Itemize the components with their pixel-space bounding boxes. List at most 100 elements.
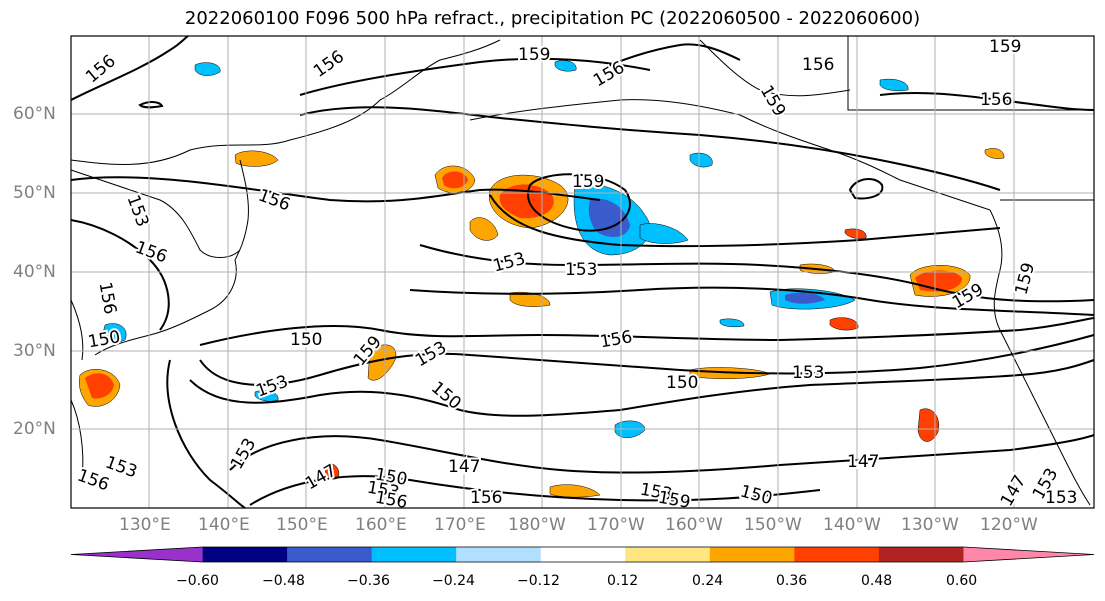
colorbar-segment [456,547,542,562]
colorbar-tick-label: −0.60 [176,573,219,589]
coastline [234,159,249,261]
contour-label: 153 [565,260,597,280]
precip-patch [917,408,940,442]
lon-label: 180°W [508,515,566,535]
contour-line [527,173,631,232]
lat-label: 30°N [13,341,56,361]
map-title: 2022060100 F096 500 hPa refract., precip… [184,8,921,29]
contour-line [299,106,1001,191]
contour-label: 159 [572,172,604,192]
contour-label: 156 [74,465,111,495]
lon-label: 170°W [587,515,645,535]
coastline [989,209,1031,391]
coastline [94,259,237,356]
colorbar-tick-label: 0.60 [946,573,978,589]
contour-label: 156 [802,55,834,75]
contour-label: 153 [1045,488,1077,508]
precip-patch [85,373,114,399]
gridlines [71,36,1094,508]
coastline [699,39,851,97]
contour-line [70,219,170,331]
contour-label: 150 [666,373,698,393]
precip-patch [719,318,745,328]
contour-label: 156 [373,488,408,513]
colorbar [70,546,1095,563]
lon-label: 120°W [980,515,1038,535]
contour-label: 153 [792,363,824,383]
colorbar-tick-label: 0.36 [776,573,808,589]
lon-label: 130°W [901,515,959,535]
colorbar-tick-label: −0.36 [347,573,390,589]
contour-line [599,43,741,71]
coastline [70,169,241,258]
colorbar-tick-label: 0.24 [692,573,724,589]
coastline [70,399,84,481]
contour-line [199,317,1095,346]
colorbar-tick-label: −0.24 [432,573,475,589]
contour-line [70,176,601,203]
coastline [70,299,84,361]
contour-line [199,334,1095,386]
contour-label: 156 [980,90,1012,110]
precip-patch [639,223,689,244]
lat-label: 40°N [13,262,56,282]
contour-line [189,359,1095,417]
colorbar-segment [287,547,373,562]
coastline [70,39,501,165]
precip-patch [442,171,468,189]
contour-label: 159 [656,488,691,513]
precip-patch [984,148,1005,159]
coastline [739,114,991,211]
lon-label: 160°W [665,515,723,535]
colorbar-tick-label: −0.12 [517,573,560,589]
lon-label: 130°E [119,515,171,535]
precip-patch [234,150,279,167]
precip-patch [254,390,279,402]
precip-patch [554,60,577,72]
state-border [847,36,1094,111]
colorbar-segment [794,547,880,562]
contour-label: 150 [290,330,322,350]
contour-line [70,35,189,101]
colorbar-extension-max [963,547,1094,562]
colorbar-segment [878,547,964,562]
colorbar-extension-min [71,547,203,562]
contour-line [299,57,651,96]
precip-patch [588,198,630,237]
colorbar-segment [202,547,288,562]
contour-line [229,434,1095,474]
lat-label: 50°N [13,183,56,203]
colorbar-tick-label: 0.48 [861,573,893,589]
contour-label: 147 [847,452,879,472]
lat-label: 60°N [13,104,56,124]
colorbar-segment [709,547,795,562]
contour-line [848,178,884,200]
contour-line [249,475,821,506]
precip-patch [879,78,909,92]
colorbar-outline [70,546,1095,563]
contour-label: 147 [448,457,480,477]
lon-label: 150°W [744,515,802,535]
lon-label: 140°E [198,515,250,535]
precip-patch [509,291,551,307]
lat-label: 20°N [13,419,56,439]
precip-patch [549,484,601,498]
precip-patch [844,228,867,239]
precip-patch [689,152,713,168]
colorbar-segment [371,547,457,562]
coastline [469,99,741,121]
contour-line [166,359,246,509]
contour-label: 159 [989,37,1021,57]
lon-label: 160°E [355,515,407,535]
precip-patch [829,317,859,331]
colorbar-segment [625,547,711,562]
contour-label: 156 [470,488,502,508]
precip-patch [102,323,127,343]
precip-patch [194,62,221,76]
colorbar-tick-label: −0.48 [262,573,305,589]
lon-label: 140°W [823,515,881,535]
contour-label: 159 [518,45,550,65]
map-frame [70,35,1095,509]
contour-line [489,194,1001,248]
lon-label: 150°E [276,515,328,535]
